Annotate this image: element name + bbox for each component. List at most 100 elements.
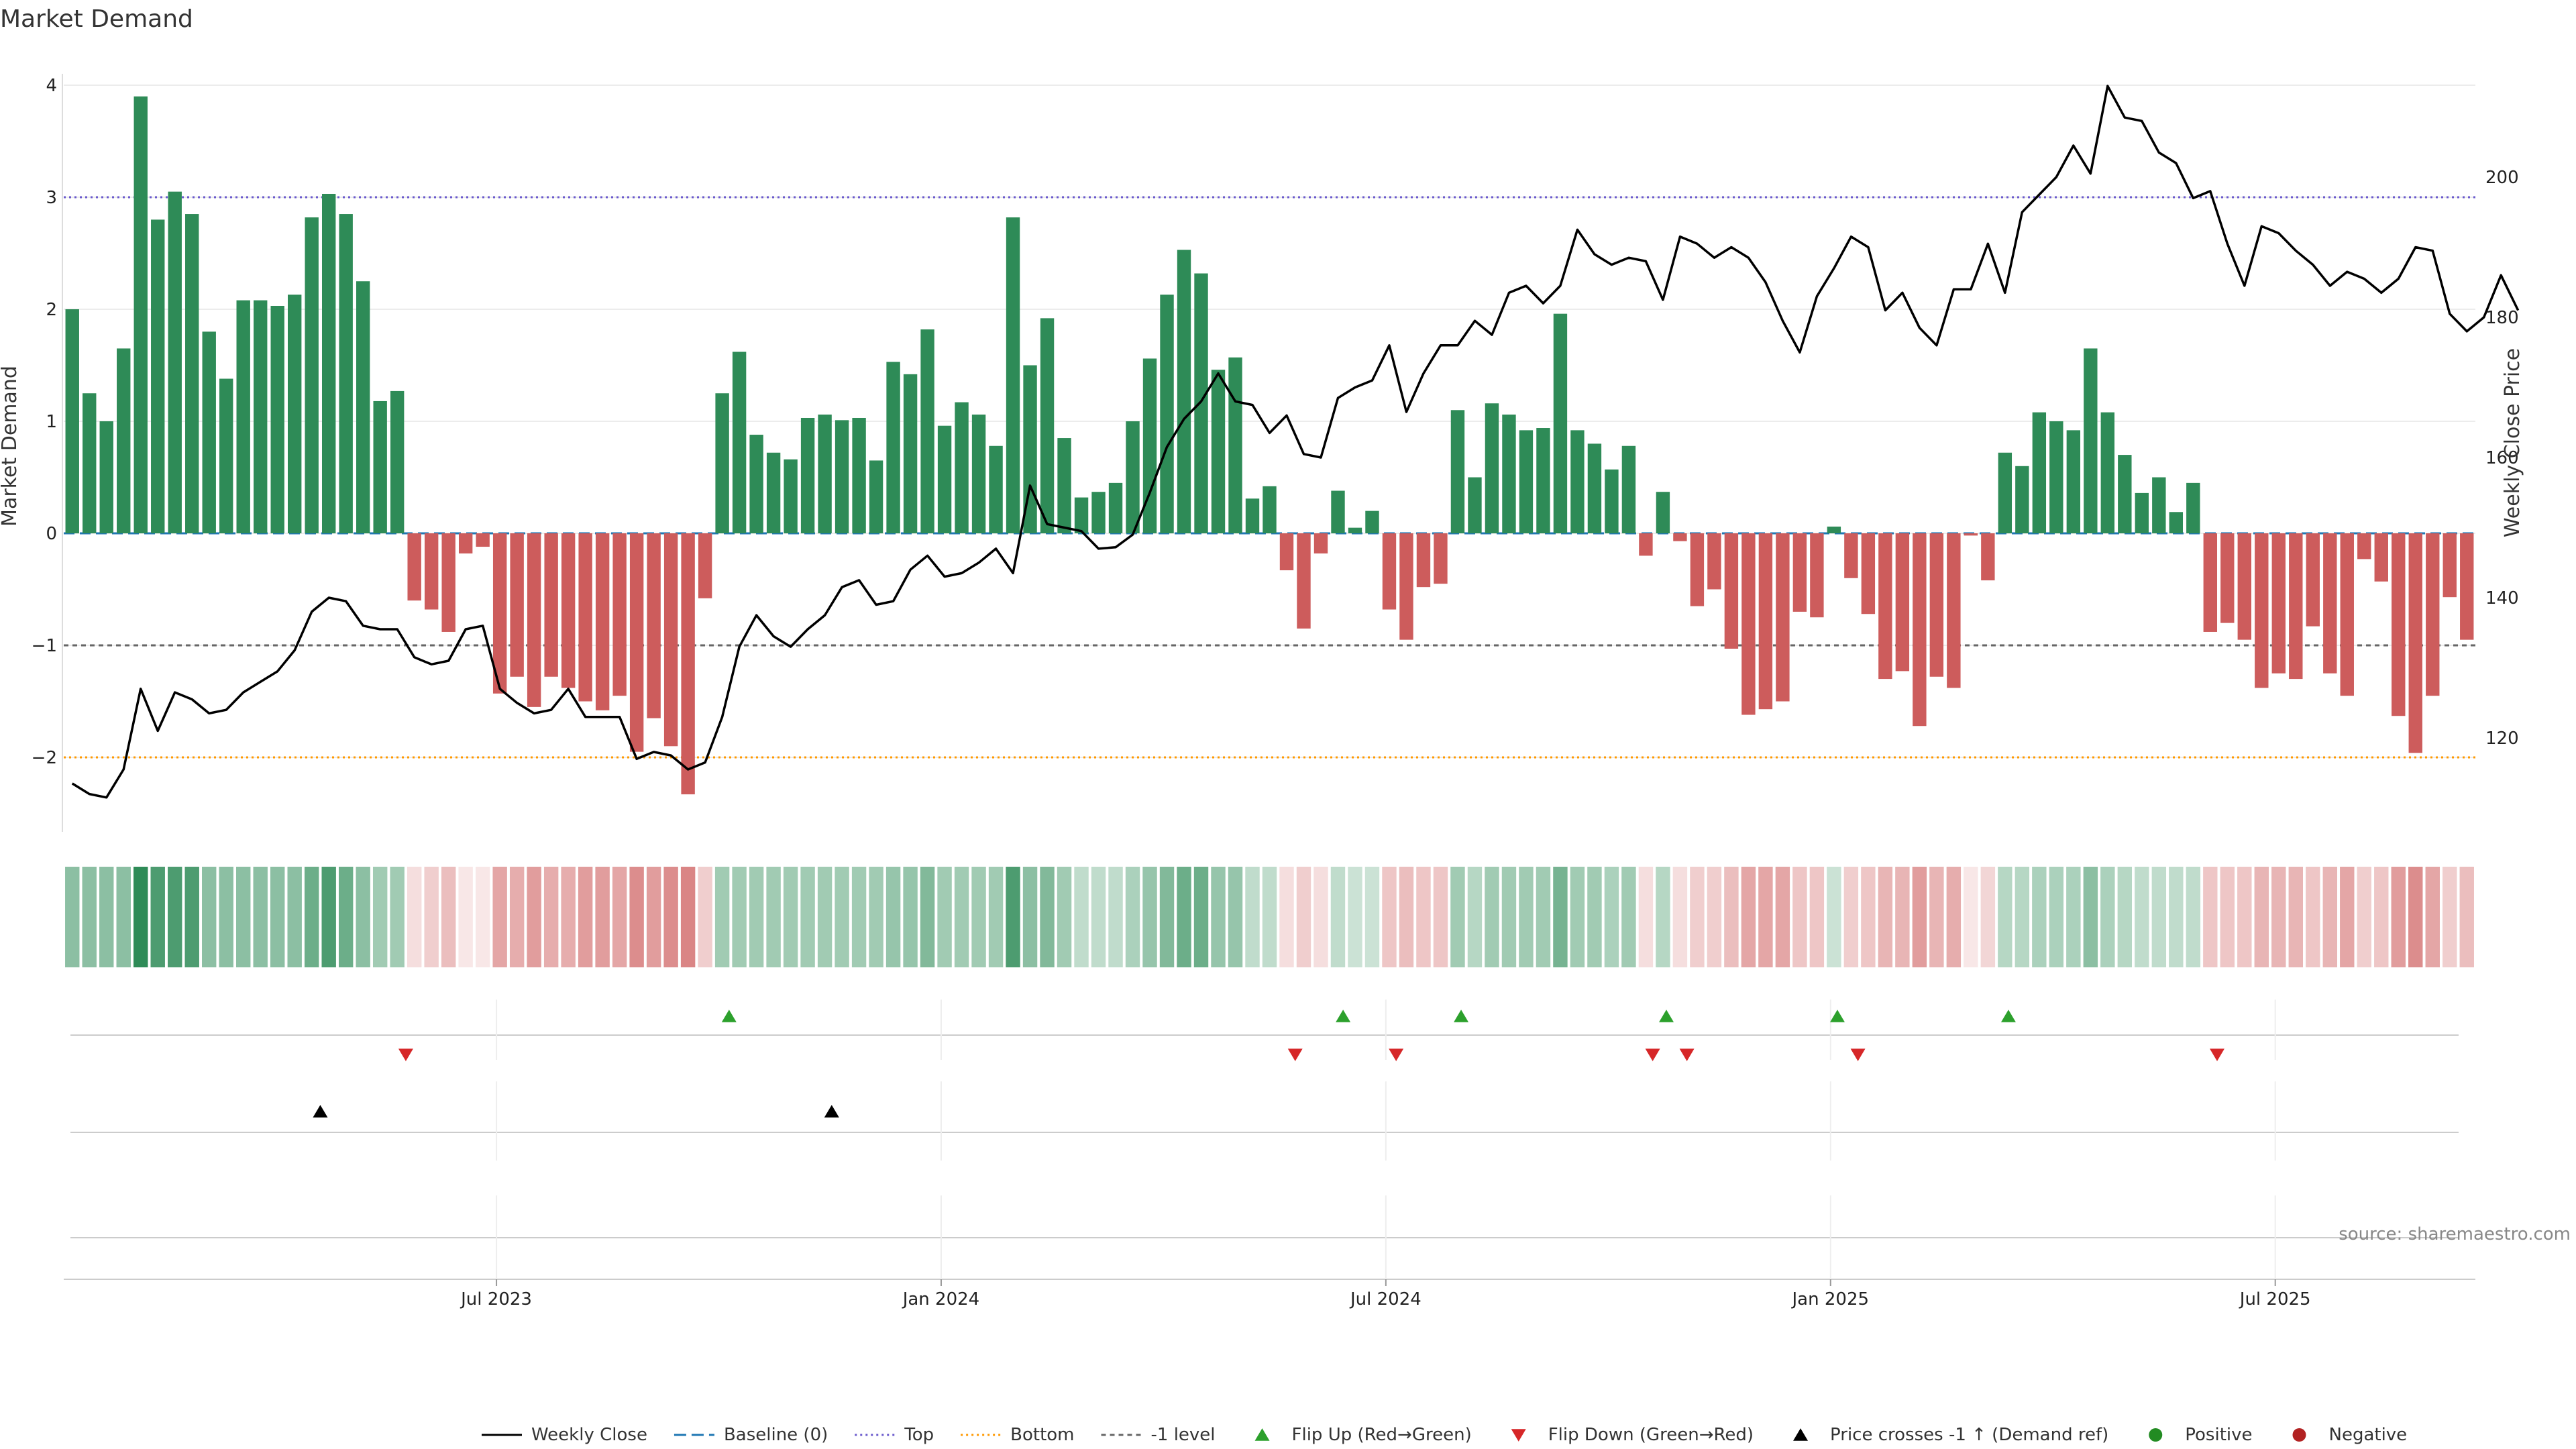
strip-cell [988, 867, 1004, 967]
strip-cell [150, 867, 165, 967]
price-line-group [71, 85, 2520, 799]
strip-cell [1792, 867, 1807, 967]
strip-cell [424, 867, 439, 967]
strip-cell [2357, 867, 2371, 967]
demand-bar [869, 460, 883, 533]
strip-cell [1330, 867, 1346, 967]
demand-bar [1605, 469, 1619, 533]
strip-cell [133, 867, 148, 967]
strip-cell [1040, 867, 1055, 967]
strip-cell [527, 867, 541, 967]
demand-bar [544, 533, 558, 677]
strip-cell [646, 867, 661, 967]
demand-bar [1861, 533, 1876, 614]
demand-bar [1211, 370, 1226, 533]
demand-bar [1434, 533, 1448, 584]
demand-bar [2255, 533, 2269, 688]
demand-bar [578, 533, 592, 702]
strip-cell [2220, 867, 2235, 967]
y2-tick-label: 200 [2485, 168, 2519, 188]
flip-down-marker [1389, 1049, 1404, 1061]
strip-cell [1193, 867, 1209, 967]
demand-bar [2443, 533, 2457, 598]
demand-bar [1502, 414, 1516, 533]
x-tick-label: Jan 2025 [1791, 1289, 1870, 1309]
strip-cell [1895, 867, 1910, 967]
strip-cell [903, 867, 918, 967]
strip-cell [1827, 867, 1841, 967]
demand-bar [527, 533, 541, 707]
legend-item-price-cross: Price crosses -1 ↑ (Demand ref) [1793, 1425, 2108, 1445]
legend-swatch [2292, 1428, 2306, 1442]
demand-bar [270, 305, 284, 533]
strip-cell [2459, 867, 2474, 967]
strip-cell [1604, 867, 1619, 967]
x-axis-ticks: Jul 2023 Jan 2024 Jul 2024 Jan 2025 Jul 2025 [460, 1279, 2311, 1309]
strip-cell [202, 867, 217, 967]
legend-item-flip-down: Flip Down (Green→Red) [1511, 1425, 1754, 1445]
strip-cell [2032, 867, 2047, 967]
y-tick-label: −2 [32, 748, 57, 768]
strip-cell [1809, 867, 1825, 967]
strip-cell [595, 867, 610, 967]
strip-cell [1091, 867, 1106, 967]
strip-cell [65, 867, 80, 967]
strip-cell [2117, 867, 2133, 967]
strip-cell [441, 867, 456, 967]
strip-cell [680, 867, 696, 967]
strip-cell [116, 867, 131, 967]
strip-cell [1570, 867, 1585, 967]
demand-bar [339, 214, 353, 533]
strip-cell [2066, 867, 2081, 967]
demand-bar [852, 417, 866, 533]
strip-cell [1296, 867, 1311, 967]
y2-tick-label: 120 [2485, 729, 2519, 749]
demand-bar [732, 352, 747, 533]
weekly-close-line [71, 85, 2520, 799]
y2-tick-label: 180 [2485, 308, 2519, 328]
demand-bar [424, 533, 439, 610]
demand-bar [2049, 421, 2063, 533]
flip-up-marker [721, 1010, 737, 1022]
strip-cell [1587, 867, 1602, 967]
strip-cell [1245, 867, 1260, 967]
demand-bar [2015, 466, 2029, 533]
strip-cell [184, 867, 199, 967]
demand-bar [629, 533, 644, 752]
strip-cell [2254, 867, 2269, 967]
legend: Weekly Close Baseline (0) Top Bottom -1 leve… [482, 1425, 2407, 1445]
strip-cell [1416, 867, 1431, 967]
strip-cell [800, 867, 815, 967]
demand-heat-strip [65, 867, 2474, 967]
legend-item-minus-one: -1 level [1101, 1425, 1216, 1445]
strip-cell [1741, 867, 1756, 967]
strip-cell [561, 867, 576, 967]
legend-swatch [1511, 1429, 1526, 1442]
demand-bar [2084, 348, 2098, 533]
demand-bars [65, 96, 2474, 795]
source-note: source: sharemaestro.com [2339, 1224, 2571, 1244]
demand-bar [595, 533, 610, 710]
legend-item-weekly-close: Weekly Close [482, 1425, 647, 1445]
strip-cell [1946, 867, 1962, 967]
strip-cell [219, 867, 233, 967]
demand-bar [492, 533, 507, 694]
demand-bar [1827, 526, 1841, 533]
strip-cell [1022, 867, 1038, 967]
demand-bar [835, 420, 849, 533]
strip-cell [1348, 867, 1362, 967]
strip-cell [304, 867, 319, 967]
demand-bar [2169, 512, 2184, 533]
legend-item-top: Top [855, 1425, 934, 1445]
demand-bar [1313, 533, 1328, 554]
strip-cell [1998, 867, 2012, 967]
demand-bar [1006, 217, 1020, 533]
demand-bar [1639, 533, 1653, 556]
demand-bar [1074, 497, 1089, 533]
demand-bar [715, 393, 729, 533]
demand-bar [2306, 533, 2320, 627]
y-tick-label: 1 [46, 412, 57, 432]
demand-bar [83, 393, 97, 533]
strip-cell [1980, 867, 1996, 967]
demand-bar [2152, 477, 2166, 533]
